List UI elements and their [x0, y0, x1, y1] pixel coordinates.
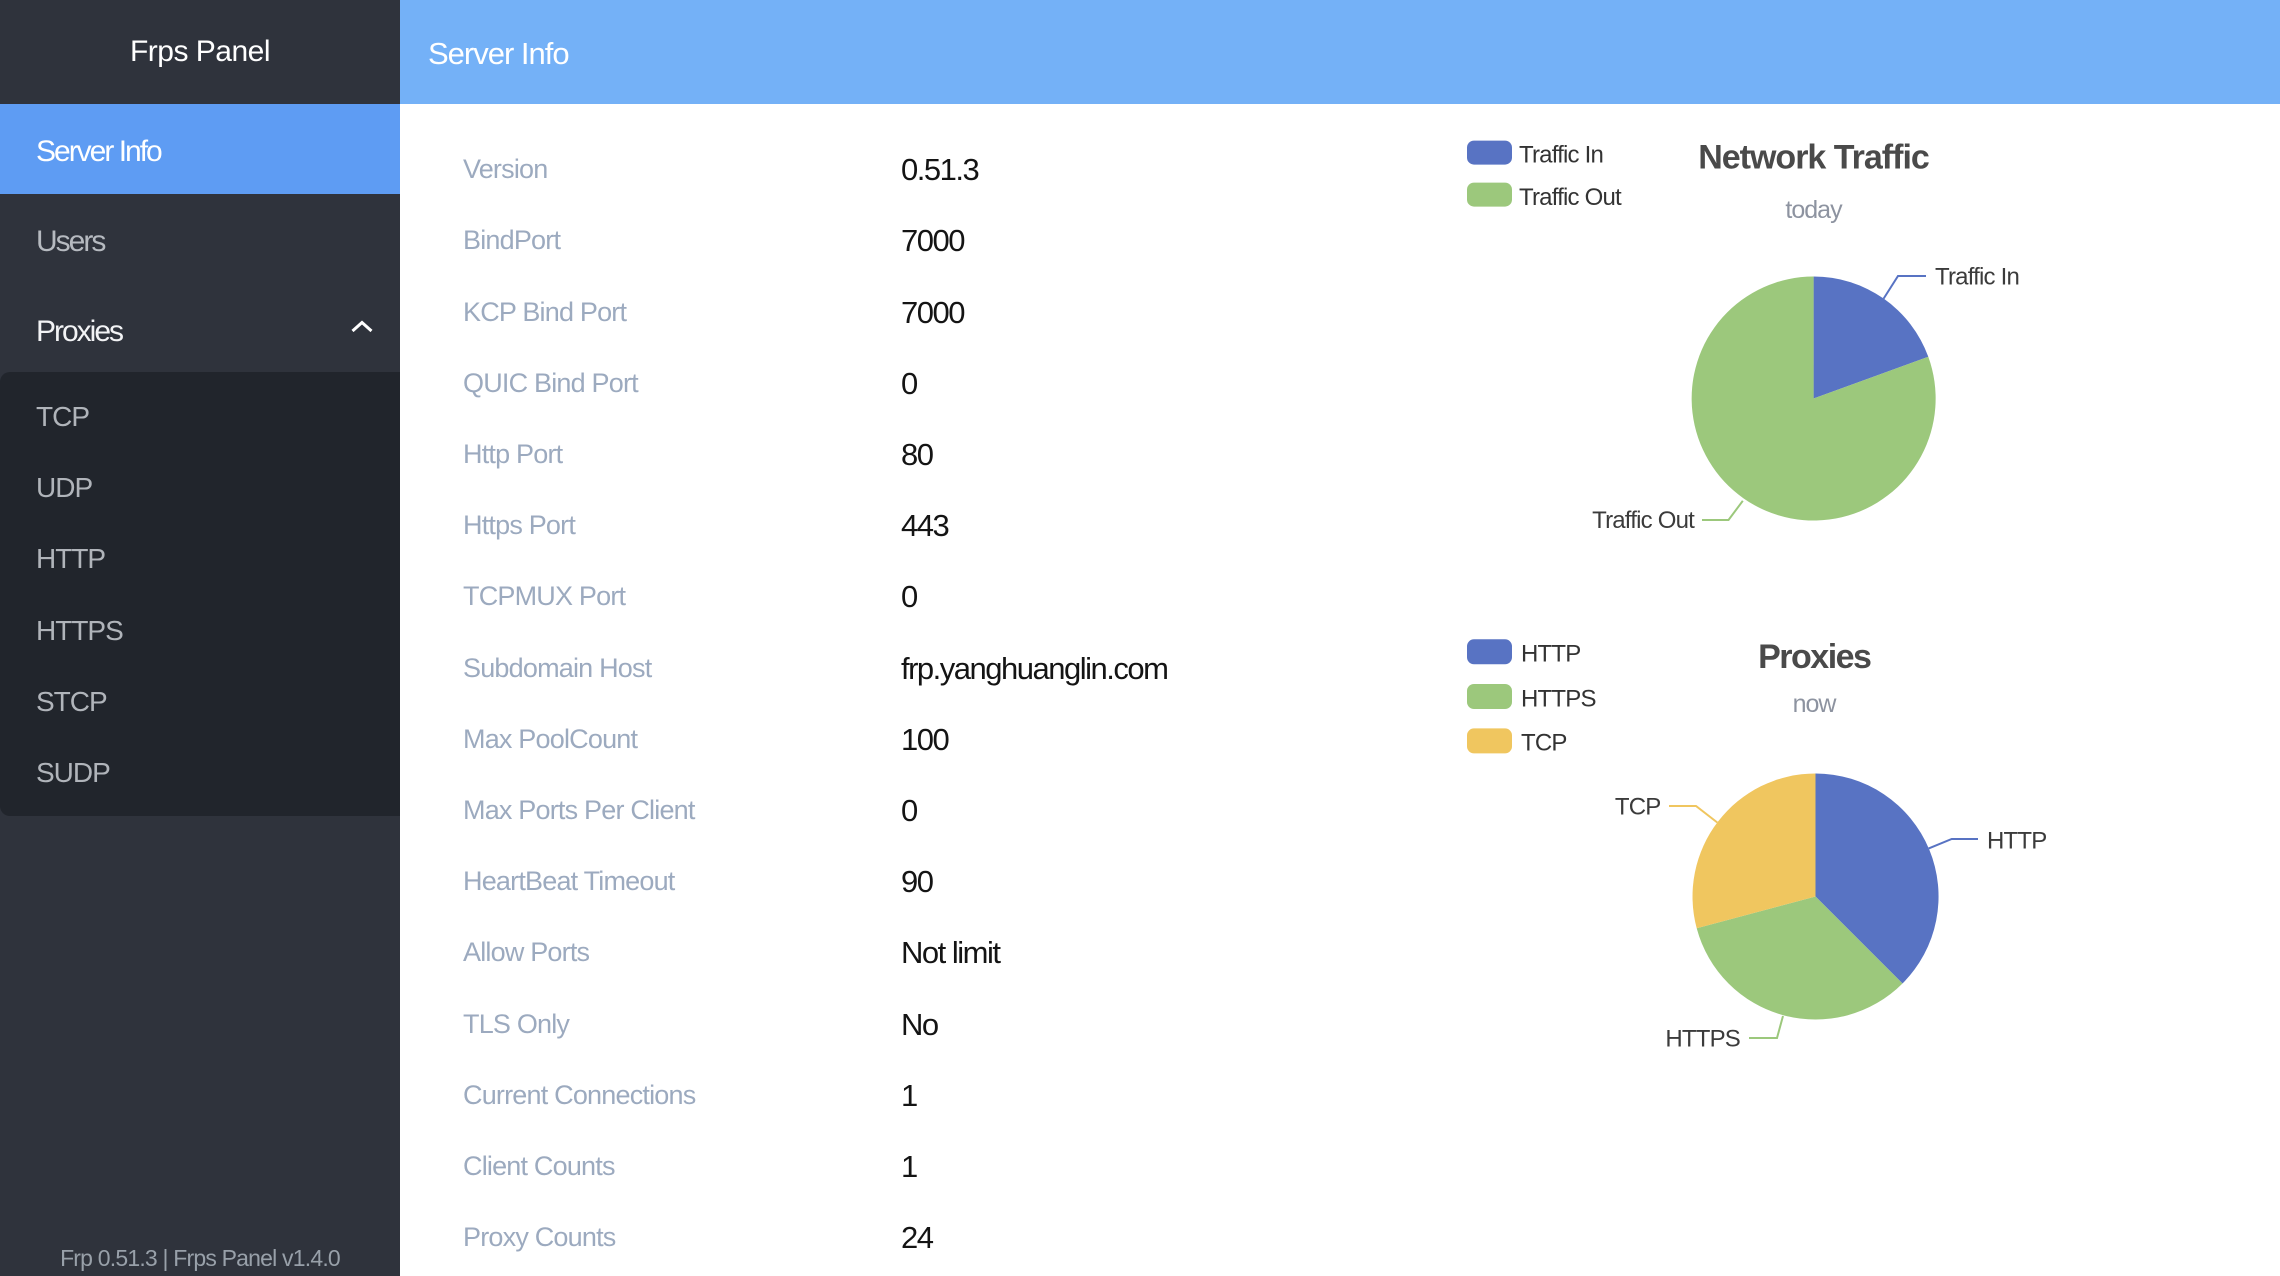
svg-text:Traffic In: Traffic In: [1935, 264, 2019, 291]
svg-text:TCP: TCP: [1521, 730, 1567, 757]
svg-text:now: now: [1793, 690, 1838, 718]
svg-text:Proxies: Proxies: [1758, 638, 1871, 676]
svg-text:HTTPS: HTTPS: [1521, 686, 1596, 713]
svg-text:HTTP: HTTP: [1987, 828, 2046, 855]
svg-text:Traffic In: Traffic In: [1519, 142, 1603, 169]
svg-text:Network Traffic: Network Traffic: [1698, 138, 1929, 176]
svg-text:HTTP: HTTP: [1521, 641, 1580, 668]
svg-text:HTTPS: HTTPS: [1665, 1026, 1740, 1053]
svg-text:Traffic Out: Traffic Out: [1519, 184, 1622, 211]
svg-text:Traffic Out: Traffic Out: [1592, 507, 1695, 534]
svg-text:TCP: TCP: [1615, 794, 1661, 821]
svg-text:today: today: [1785, 196, 1843, 224]
